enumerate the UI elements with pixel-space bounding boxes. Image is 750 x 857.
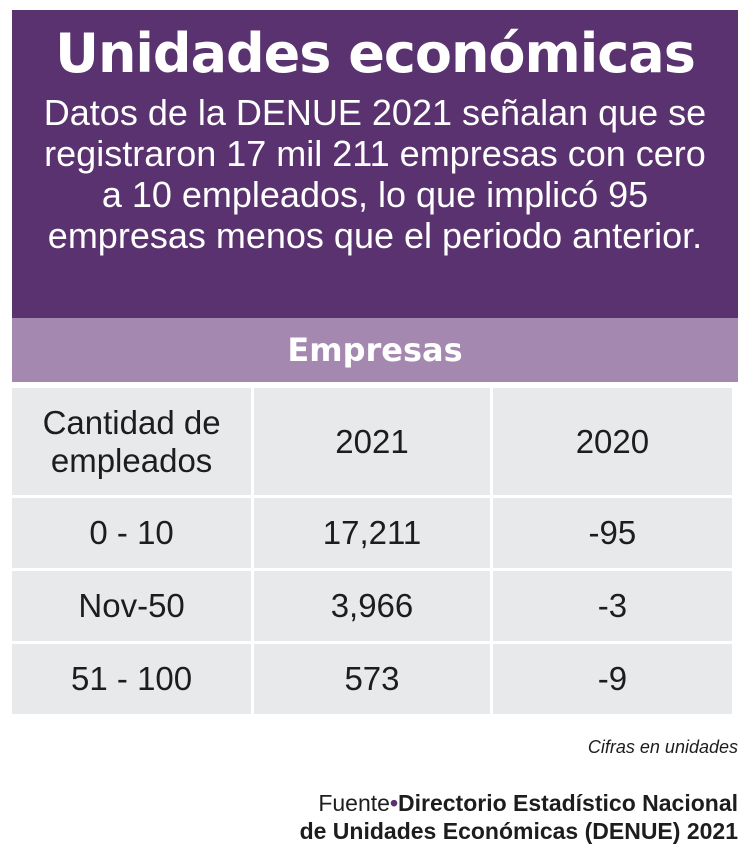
table-cell: -9: [492, 644, 732, 714]
table-row: Nov-50 3,966 -3: [12, 571, 732, 641]
column-header-employees: Cantidad de empleados: [12, 388, 252, 495]
column-header-2021: 2021: [254, 388, 490, 495]
source-name-line1: Directorio Estadístico Nacional: [398, 790, 738, 816]
table-cell: -3: [492, 571, 732, 641]
page-title: Unidades económicas: [55, 22, 696, 85]
table-cell: -95: [492, 498, 732, 568]
table-cell: 3,966: [254, 571, 490, 641]
column-header-2020: 2020: [492, 388, 732, 495]
table-cell: 17,211: [254, 498, 490, 568]
table-header-row: Cantidad de empleados 2021 2020: [12, 388, 732, 495]
units-note: Cifras en unidades: [587, 737, 738, 757]
table-cell: 0 - 10: [12, 498, 252, 568]
page-subtitle: Datos de la DENUE 2021 señalan que se re…: [43, 92, 707, 256]
table-caption: Empresas: [12, 318, 738, 382]
header-panel: Unidades económicas Datos de la DENUE 20…: [12, 10, 738, 318]
source-credit: Fuente•Directorio Estadístico Nacional d…: [300, 789, 738, 845]
bullet-separator: •: [389, 790, 399, 816]
table-cell: 573: [254, 644, 490, 714]
data-table: Cantidad de empleados 2021 2020 0 - 10 1…: [9, 385, 735, 717]
source-label: Fuente: [318, 790, 390, 816]
source-name-line2: de Unidades Económicas (DENUE) 2021: [299, 818, 738, 844]
table-row: 51 - 100 573 -9: [12, 644, 732, 714]
table-cell: Nov-50: [12, 571, 252, 641]
table-row: 0 - 10 17,211 -95: [12, 498, 732, 568]
table-cell: 51 - 100: [12, 644, 252, 714]
